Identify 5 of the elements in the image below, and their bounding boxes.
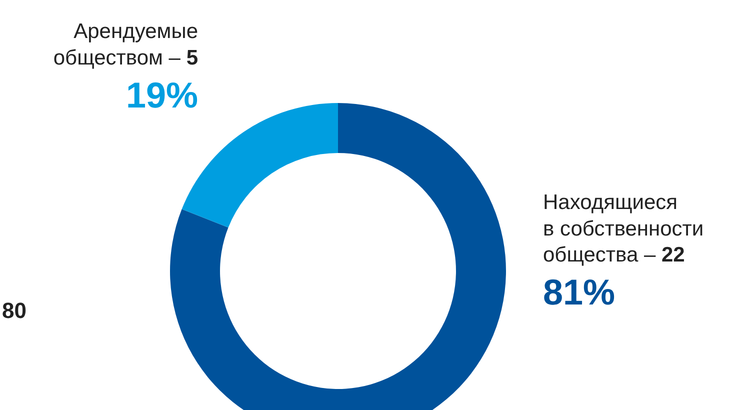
- data-label: 81%: [543, 272, 616, 312]
- text: 80: [2, 298, 26, 323]
- data-label: 19%: [126, 74, 198, 116]
- slice-label: Находящиеся в собственности общества – 22: [543, 191, 704, 266]
- slice-label: Арендуемые обществом – 5: [53, 20, 198, 70]
